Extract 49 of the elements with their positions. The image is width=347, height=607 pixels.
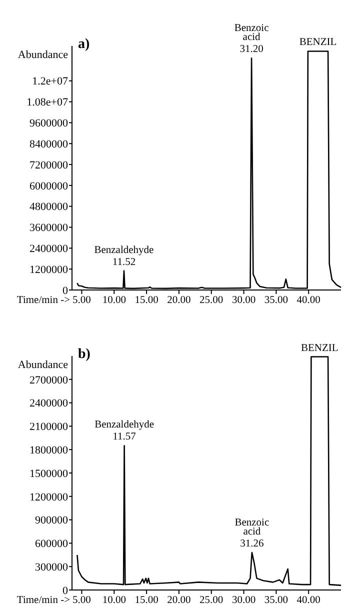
x-tick-label: 10.00 (102, 595, 126, 606)
x-tick-label: 30.00 (232, 295, 256, 306)
x-tick-label: 30.00 (232, 595, 256, 606)
y-tick-label: 9600000 (30, 118, 68, 130)
x-tick-label: 5.00 (72, 295, 91, 306)
x-tick-label: 15.00 (134, 295, 158, 306)
y-tick-label: 300000 (35, 561, 68, 574)
annotation: BENZIL (299, 37, 337, 48)
y-tick-label: 8400000 (30, 138, 68, 150)
x-axis-title: Time/min -> (16, 295, 70, 306)
chart-title: a) (78, 37, 90, 52)
x-tick-label: 20.00 (167, 295, 191, 306)
y-tick-label: 1200000 (30, 491, 68, 504)
y-tick-label: 6000000 (30, 180, 68, 192)
y-tick-label: 3600000 (30, 222, 68, 234)
y-tick-label: 1500000 (30, 468, 68, 480)
y-tick-label: 2100000 (30, 421, 68, 434)
y-tick-label: 600000 (35, 538, 68, 550)
y-axis-title: Abundance (18, 359, 68, 371)
x-tick-label: 20.00 (167, 595, 191, 606)
y-axis-title: Abundance (18, 49, 68, 61)
x-tick-label: 25.00 (200, 595, 224, 606)
annotation: Benzaldehyde 11.57 (94, 420, 154, 443)
y-tick-label: 2400000 (30, 398, 68, 410)
annotation: Benzoic acid 31.26 (234, 518, 270, 550)
y-tick-label: 1200000 (30, 264, 68, 276)
y-tick-label: 7200000 (30, 159, 68, 172)
x-tick-label: 5.00 (72, 595, 91, 606)
chart-title: b) (78, 347, 91, 362)
x-tick-label: 40.00 (296, 295, 320, 306)
x-tick-label: 10.00 (102, 295, 126, 306)
x-tick-label: 15.00 (134, 595, 158, 606)
y-tick-label: 1800000 (30, 444, 68, 456)
y-tick-label: 900000 (35, 514, 68, 527)
y-tick-label: 2700000 (30, 374, 68, 386)
x-tick-label: 40.00 (296, 595, 320, 606)
annotation: Benzaldehyde 11.52 (94, 244, 154, 268)
x-axis-title: Time/min -> (16, 595, 70, 606)
x-tick-label: 35.00 (264, 595, 288, 606)
x-tick-label: 35.00 (264, 295, 288, 306)
y-tick-label: 2400000 (30, 243, 68, 256)
x-tick-label: 25.00 (200, 295, 224, 306)
y-tick-label: 0 (62, 284, 68, 297)
y-tick-label: 4800000 (30, 201, 68, 214)
annotation: BENZIL (300, 342, 338, 354)
y-tick-label: 0 (62, 584, 68, 597)
y-tick-label: 1.2e+07 (32, 76, 68, 88)
y-tick-label: 1.08e+07 (26, 96, 68, 109)
annotation: Benzoic acid 31.20 (234, 23, 270, 56)
